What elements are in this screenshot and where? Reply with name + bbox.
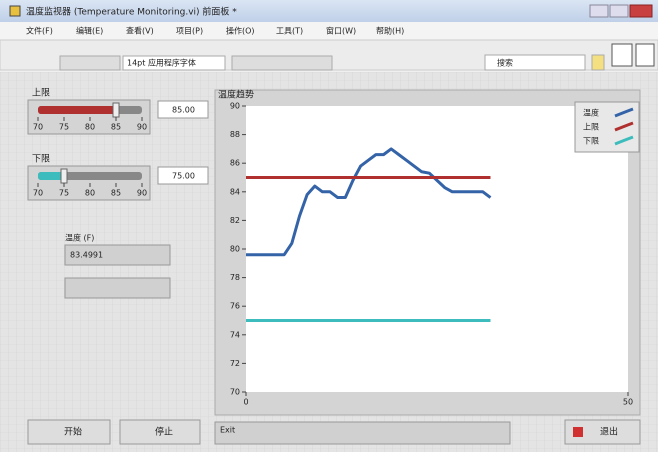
legend-swatch bbox=[614, 107, 634, 118]
numeric-value: 85.00 bbox=[172, 106, 195, 115]
font-label: 14pt 应用程序字体 bbox=[127, 58, 196, 68]
legend-label: 下限 bbox=[583, 137, 599, 146]
plot-area bbox=[246, 106, 628, 392]
y-tick-label: 74 bbox=[230, 330, 240, 339]
y-tick-label: 88 bbox=[230, 130, 240, 139]
font-select[interactable] bbox=[122, 55, 226, 71]
y-tick-label: 76 bbox=[230, 302, 240, 311]
status-box bbox=[214, 421, 511, 445]
slider-tick-label: 80 bbox=[85, 189, 95, 198]
menu-item: 窗口(W) bbox=[326, 26, 356, 36]
align-buttons[interactable] bbox=[231, 55, 333, 71]
slider-tick-label: 80 bbox=[85, 123, 95, 132]
numeric-display bbox=[157, 166, 209, 185]
slider-tick-label: 75 bbox=[59, 123, 69, 132]
start-label: 开始 bbox=[64, 426, 82, 438]
status-text: Exit bbox=[220, 426, 235, 435]
slider-fill bbox=[38, 106, 116, 114]
slider-tick-label: 70 bbox=[33, 123, 43, 132]
slider-tick-label: 85 bbox=[111, 189, 121, 198]
slider-box bbox=[27, 99, 151, 135]
stop-button[interactable] bbox=[119, 419, 201, 445]
y-tick-label: 78 bbox=[230, 273, 240, 282]
y-tick-label: 70 bbox=[230, 388, 240, 397]
legend-label: 温度 bbox=[583, 108, 599, 118]
menu-bar bbox=[0, 22, 658, 40]
legend-swatch bbox=[614, 121, 634, 132]
slider-tick-label: 90 bbox=[137, 123, 147, 132]
search-box[interactable] bbox=[484, 54, 586, 71]
y-tick-label: 80 bbox=[230, 245, 240, 254]
menu-item: 文件(F) bbox=[26, 26, 53, 36]
slider-tick-label: 75 bbox=[59, 189, 69, 198]
menu-item: 项目(P) bbox=[176, 27, 203, 36]
slider-box bbox=[27, 165, 151, 201]
menu-item: 操作(O) bbox=[226, 26, 255, 36]
temperature-indicator bbox=[64, 244, 171, 266]
search-placeholder: 搜索 bbox=[497, 58, 513, 68]
app-icon bbox=[9, 5, 21, 17]
menu-item: 编辑(E) bbox=[76, 26, 103, 36]
y-tick-label: 86 bbox=[230, 159, 240, 168]
x-tick-label: 50 bbox=[623, 398, 633, 407]
slider-tick-label: 70 bbox=[33, 189, 43, 198]
numeric-value: 75.00 bbox=[172, 172, 195, 181]
x-tick-label: 0 bbox=[243, 398, 248, 407]
window-title: 温度监视器 (Temperature Monitoring.vi) 前面板 * bbox=[26, 6, 237, 18]
series-line bbox=[246, 147, 492, 257]
legend-swatch bbox=[614, 135, 634, 146]
close[interactable] bbox=[629, 4, 653, 18]
title-bar bbox=[0, 0, 658, 22]
menu-item: 帮助(H) bbox=[376, 26, 404, 36]
stop-label: 停止 bbox=[155, 426, 173, 438]
y-tick-label: 84 bbox=[230, 187, 240, 196]
legend-label: 上限 bbox=[583, 123, 599, 132]
temperature-label: 温度 (F) bbox=[65, 233, 94, 243]
menu-item: 工具(T) bbox=[276, 27, 303, 36]
slider-label: 上限 bbox=[32, 88, 50, 99]
vi-icon bbox=[635, 43, 655, 67]
menu-item: 查看(V) bbox=[126, 26, 154, 36]
start-button[interactable] bbox=[27, 419, 111, 445]
empty-indicator bbox=[64, 277, 171, 299]
chart-title: 温度趋势 bbox=[218, 89, 254, 101]
slider-thumb bbox=[112, 102, 120, 118]
legend bbox=[574, 101, 640, 153]
slider-fill bbox=[38, 172, 64, 180]
maximize[interactable] bbox=[609, 4, 629, 18]
y-tick-label: 90 bbox=[230, 102, 240, 111]
exit-icon bbox=[573, 427, 583, 437]
exit-label: 退出 bbox=[600, 426, 618, 438]
slider-tick-label: 90 bbox=[137, 189, 147, 198]
slider-label: 下限 bbox=[32, 154, 50, 165]
y-tick-label: 72 bbox=[230, 359, 240, 368]
run-buttons[interactable] bbox=[59, 55, 121, 71]
slider-tick-label: 85 bbox=[111, 123, 121, 132]
help-button[interactable] bbox=[591, 54, 605, 71]
numeric-display bbox=[157, 100, 209, 119]
y-tick-label: 82 bbox=[230, 216, 240, 225]
temperature-value: 83.4991 bbox=[70, 251, 103, 260]
minimize[interactable] bbox=[589, 4, 609, 18]
connector-pane bbox=[611, 43, 633, 67]
slider-thumb bbox=[60, 168, 68, 184]
